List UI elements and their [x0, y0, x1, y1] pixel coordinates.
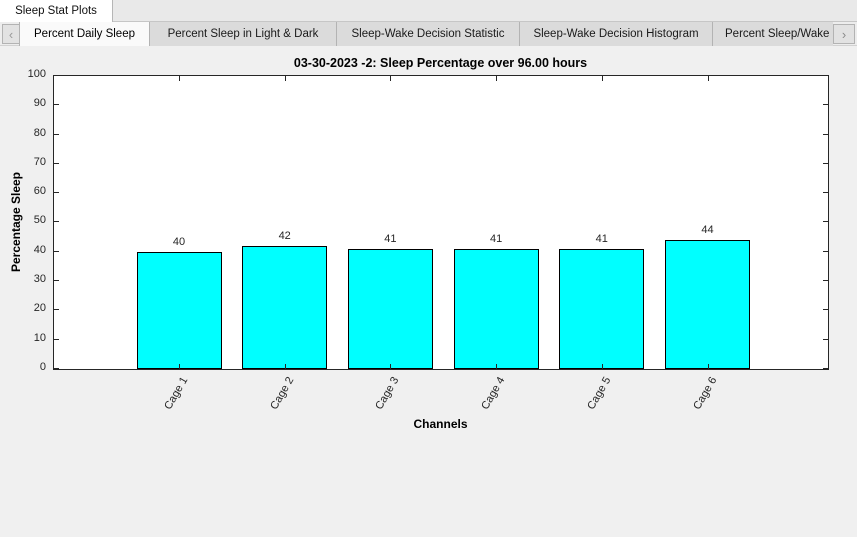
chevron-left-icon: ‹ [8, 26, 14, 42]
y-tick-label: 20 [33, 302, 46, 314]
y-tick-mark [54, 280, 59, 281]
bar-value-label: 41 [595, 233, 608, 245]
tab-percent-sleep-in-light-and-dark[interactable]: Percent Sleep in Light & Dark [150, 22, 337, 46]
plot-area: 40 42 41 41 41 44 [53, 75, 829, 370]
tab-percent-sleep-wake[interactable]: Percent Sleep/Wake [713, 22, 833, 46]
x-tick-label: Cage 2 [267, 375, 297, 412]
x-tick-label: Cage 3 [373, 375, 402, 412]
y-tick-mark-right [823, 339, 828, 340]
bar-cage-6 [665, 240, 750, 369]
bar-cage-2 [242, 246, 328, 369]
y-tick-mark-right [823, 280, 828, 281]
y-tick-mark [54, 75, 59, 76]
x-tick-mark [496, 364, 498, 369]
bar-value-label: 41 [384, 233, 397, 245]
tab-sleep-wake-decision-histogram[interactable]: Sleep-Wake Decision Histogram [520, 22, 713, 46]
x-tick-mark [390, 364, 392, 369]
y-tick-label: 90 [33, 97, 46, 109]
bar-value-label: 42 [278, 230, 291, 242]
bar-cage-3 [347, 249, 433, 369]
bar-value-label: 41 [489, 233, 503, 245]
y-tick-label: 80 [33, 127, 46, 139]
tab-scroll-left-button[interactable]: ‹ [2, 24, 20, 44]
x-tick-label: Cage 5 [585, 375, 614, 412]
y-tick-mark [54, 309, 59, 310]
y-tick-mark [54, 251, 59, 252]
bar-value-label: 40 [172, 236, 186, 248]
y-tick-mark-right [823, 163, 828, 164]
y-tick-mark [54, 104, 59, 105]
y-tick-mark-right [823, 309, 828, 310]
y-tick-label: 100 [27, 68, 46, 80]
x-tick-mark [601, 364, 603, 369]
y-tick-mark-right [823, 75, 828, 76]
y-tick-mark-right [823, 221, 828, 222]
x-tick-mark-top [707, 76, 709, 81]
y-tick-mark [54, 368, 59, 369]
y-tick-label: 30 [33, 273, 46, 285]
x-tick-mark [179, 364, 180, 369]
y-tick-label: 50 [33, 214, 46, 226]
x-tick-mark-top [601, 76, 603, 81]
figure-canvas: 03-30-2023 -2: Sleep Percentage over 96.… [0, 46, 857, 537]
tab-sleep-wake-decision-statistic[interactable]: Sleep-Wake Decision Statistic [337, 22, 520, 46]
tab-sleep-stat-plots[interactable]: Sleep Stat Plots [0, 0, 113, 22]
document-tab-bar: Sleep Stat Plots [0, 0, 857, 22]
y-tick-label: 0 [39, 361, 46, 373]
bar-cage-5 [559, 249, 645, 369]
y-tick-mark-right [823, 134, 828, 135]
y-tick-mark [54, 339, 59, 340]
x-tick-mark [707, 364, 709, 369]
y-tick-mark-right [823, 104, 828, 105]
x-tick-mark-top [390, 76, 392, 81]
x-tick-label: Cage 6 [690, 375, 719, 412]
bar-cage-1 [136, 252, 222, 369]
x-tick-mark [284, 364, 286, 369]
y-tick-mark [54, 221, 59, 222]
y-tick-mark [54, 134, 59, 135]
y-tick-label: 70 [33, 156, 46, 168]
y-tick-mark-right [823, 192, 828, 193]
x-tick-label: Cage 1 [162, 375, 191, 412]
bar-value-label: 44 [701, 224, 714, 236]
tab-scroll-right-button[interactable]: › [833, 24, 855, 44]
x-tick-mark-top [284, 76, 286, 81]
x-axis-label: Channels [413, 417, 468, 431]
x-tick-mark-top [179, 76, 180, 81]
y-tick-mark-right [823, 251, 828, 252]
bar-cage-4 [453, 249, 539, 369]
y-tick-label: 10 [33, 332, 46, 344]
x-tick-mark-top [496, 76, 498, 81]
chart-title: 03-30-2023 -2: Sleep Percentage over 96.… [293, 56, 588, 70]
x-tick-label: Cage 4 [479, 375, 508, 412]
y-tick-mark-right [823, 368, 828, 369]
chevron-right-icon: › [841, 26, 847, 42]
y-tick-label: 40 [33, 244, 46, 256]
y-tick-label: 60 [33, 185, 46, 197]
tab-percent-daily-sleep[interactable]: Percent Daily Sleep [19, 22, 150, 46]
y-axis-label: Percentage Sleep [9, 171, 23, 273]
plot-tab-bar: ‹ Percent Daily Sleep Percent Sleep in L… [0, 22, 857, 46]
y-tick-mark [54, 163, 59, 164]
y-tick-mark [54, 192, 59, 193]
